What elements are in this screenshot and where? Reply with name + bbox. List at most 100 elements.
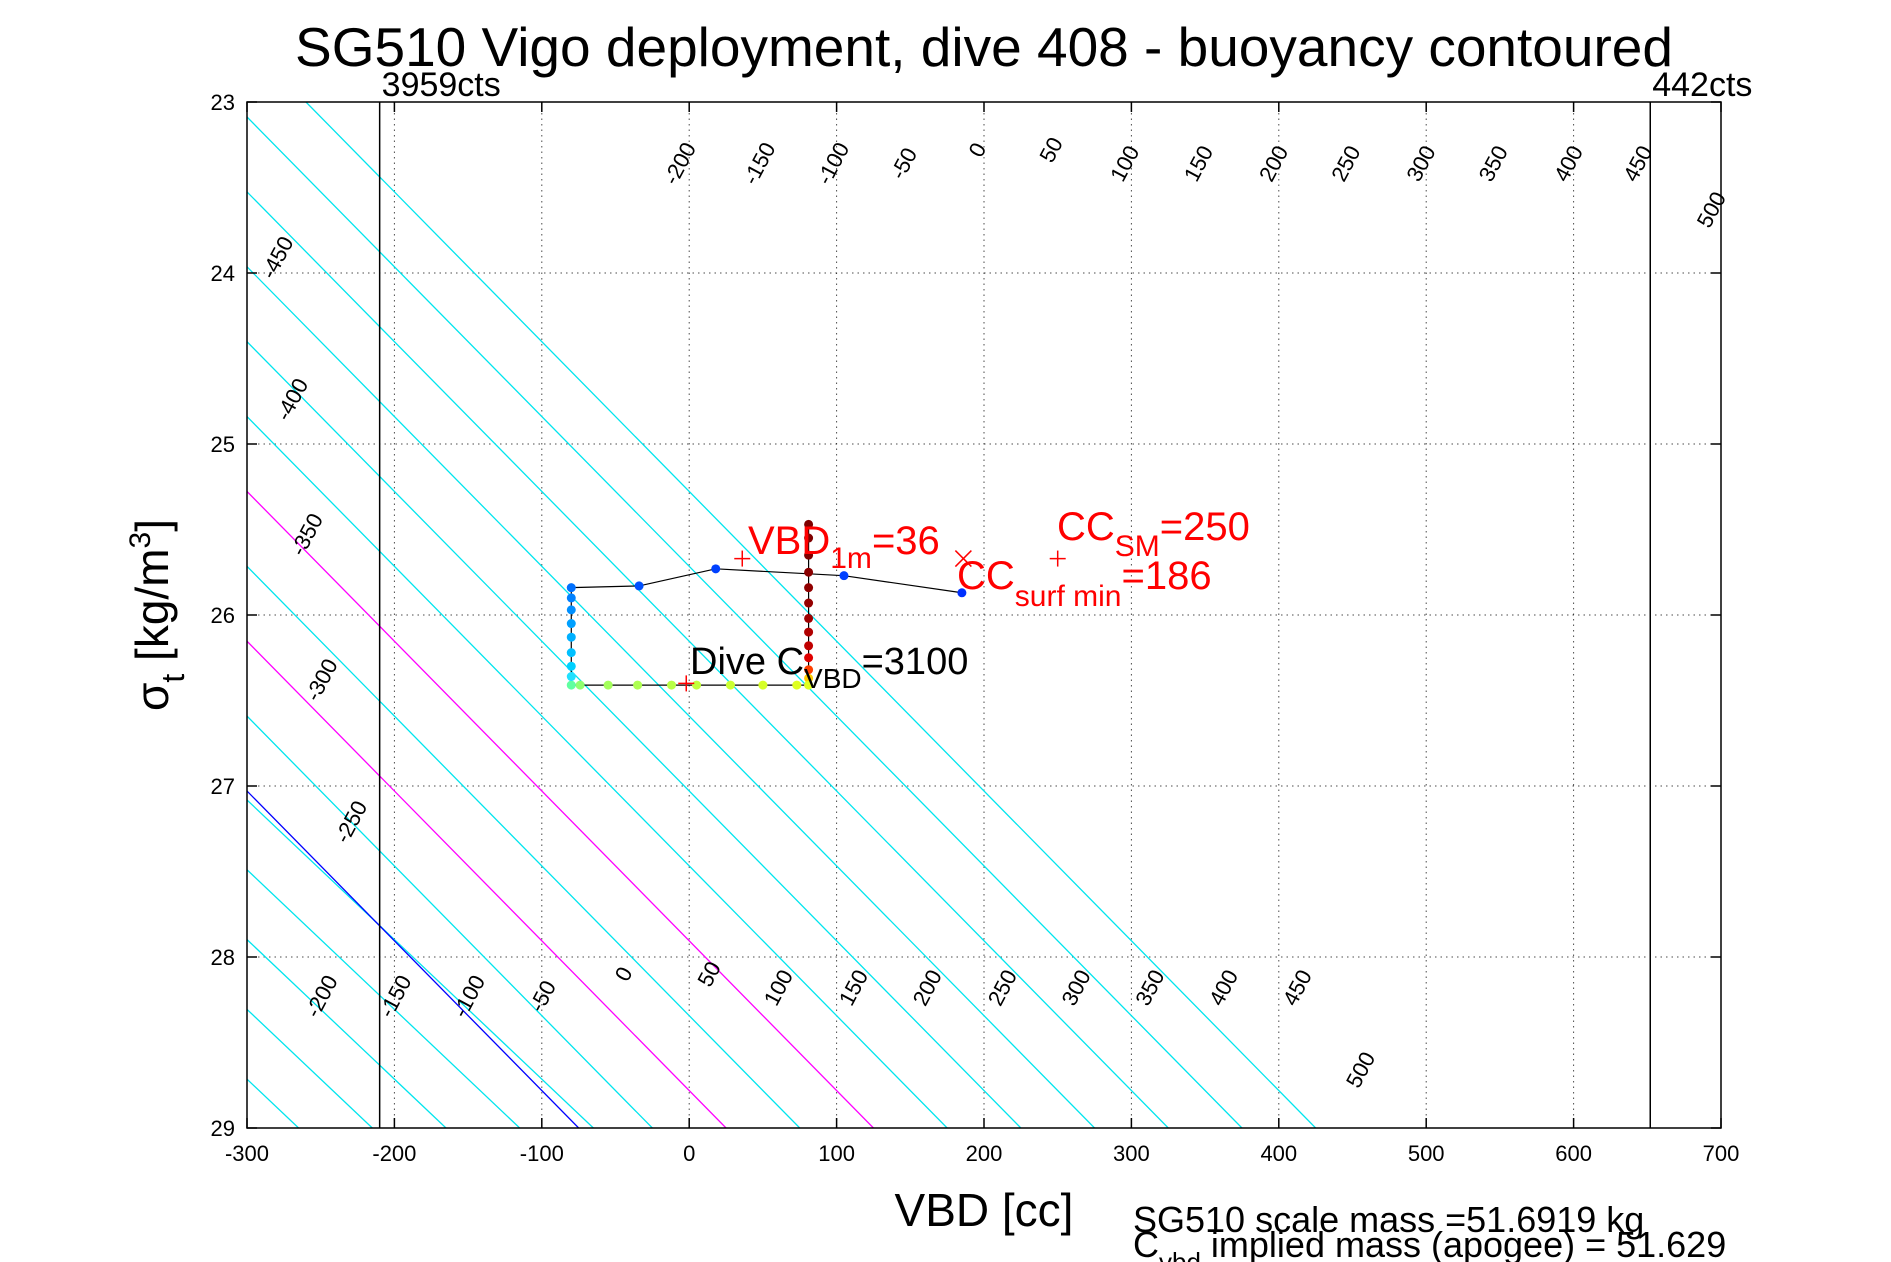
- buoyancy-contours: [0, 102, 1317, 1128]
- vbd-limit-label: 442cts: [1652, 66, 1752, 104]
- chart-title: SG510 Vigo deployment, dive 408 - buoyan…: [295, 16, 1673, 78]
- vbd-limit-lines: 3959cts 442cts: [378, 66, 1752, 1128]
- contour-label: 350: [1474, 141, 1513, 185]
- profile-point: [566, 583, 576, 593]
- contour-label: 300: [1401, 141, 1440, 185]
- contour-label: 250: [1326, 141, 1365, 185]
- x-tick-label: 0: [683, 1141, 695, 1166]
- y-tick-label: 28: [211, 945, 235, 970]
- y-tick-label: 25: [211, 432, 235, 457]
- profile-point: [804, 641, 814, 651]
- y-tick-label: 29: [211, 1116, 235, 1141]
- profile-point: [804, 627, 814, 637]
- annotation-vbd-1m: VBD1m=36: [748, 519, 940, 575]
- contour-line: [247, 1008, 373, 1128]
- marker-CC_surf_min: [954, 550, 972, 568]
- contour-line: [247, 938, 447, 1128]
- x-tick-label: -300: [225, 1141, 269, 1166]
- x-tick-label: 200: [966, 1141, 1003, 1166]
- contour-label: 0: [963, 139, 991, 162]
- marker-VBD_1m: [734, 550, 751, 567]
- contour-label: 100: [759, 966, 798, 1010]
- contour-label: 350: [1130, 966, 1169, 1010]
- contour-label: -450: [256, 232, 299, 283]
- contour-label: 0: [610, 963, 638, 986]
- profile-point: [603, 680, 613, 690]
- contour-label: -400: [271, 374, 314, 425]
- contour-label: 50: [1034, 133, 1068, 166]
- y-tick-label: 26: [211, 603, 235, 628]
- contour-label: 150: [1179, 141, 1218, 185]
- contour-line: [247, 490, 874, 1128]
- profile-point: [804, 598, 814, 608]
- profile-point: [634, 581, 644, 591]
- profile-point: [804, 533, 814, 543]
- x-tick-label: 400: [1260, 1141, 1297, 1166]
- contour-label: -100: [812, 138, 855, 189]
- contour-label: -100: [447, 971, 490, 1022]
- profile-point: [792, 680, 802, 690]
- contour-label: 450: [1278, 966, 1317, 1010]
- grid-lines: [247, 102, 1721, 1128]
- profile-point: [804, 583, 814, 593]
- contour-label: -250: [330, 796, 373, 847]
- implied-mass-note: Cvbd implied mass (apogee) = 51.629: [1133, 1224, 1726, 1262]
- contour-line: [247, 715, 653, 1128]
- contour-line: [247, 415, 948, 1128]
- contour-label: 100: [1105, 141, 1144, 185]
- contour-label: 50: [692, 957, 726, 990]
- marker-CC_SM: [1049, 550, 1066, 567]
- x-tick-label: 300: [1113, 1141, 1150, 1166]
- contour-line: [247, 799, 594, 1128]
- profile-point: [575, 680, 585, 690]
- contour-label: 400: [1204, 966, 1243, 1010]
- contour-label: -200: [658, 138, 701, 189]
- vbd-limit-label: 3959cts: [382, 66, 501, 104]
- profile-point: [566, 632, 576, 642]
- profile-point: [804, 567, 814, 577]
- profile-point: [692, 680, 702, 690]
- contour-label: -50: [524, 976, 561, 1016]
- profile-point: [804, 673, 814, 683]
- profile-point: [566, 605, 576, 615]
- contour-line: [0, 102, 4, 1128]
- profile-point: [804, 665, 814, 675]
- contour-line: [247, 790, 580, 1128]
- contour-label: 450: [1618, 141, 1657, 185]
- contour-line: [247, 340, 1022, 1128]
- profile-point: [633, 680, 643, 690]
- profile-point: [725, 680, 735, 690]
- profile-point: [957, 588, 967, 598]
- marker-C_VBD: [678, 675, 695, 692]
- contour-label: 250: [983, 966, 1022, 1010]
- y-tick-label: 24: [211, 261, 235, 286]
- x-tick-label: 500: [1408, 1141, 1445, 1166]
- profile-line: [570, 524, 962, 686]
- contour-label: 500: [1692, 188, 1731, 232]
- x-tick-label: -200: [372, 1141, 416, 1166]
- y-tick-label: 23: [211, 90, 235, 115]
- profile-point: [758, 680, 768, 690]
- x-axis-label: VBD [cc]: [895, 1184, 1074, 1236]
- contour-line: [0, 102, 77, 1128]
- reference-markers: [678, 550, 1066, 692]
- profile-point: [566, 619, 576, 629]
- x-tick-label: -100: [520, 1141, 564, 1166]
- profile-point: [566, 680, 576, 690]
- contour-line: [247, 640, 727, 1128]
- annotation-cc-sm: CCSM=250: [1057, 505, 1250, 563]
- profile-point: [804, 519, 814, 529]
- contour-label: 400: [1549, 141, 1588, 185]
- profile-point: [804, 550, 814, 560]
- contour-label: 500: [1341, 1048, 1380, 1092]
- profile-point: [566, 661, 576, 671]
- contour-label: -300: [300, 655, 343, 706]
- x-tick-label: 100: [818, 1141, 855, 1166]
- profile-point: [566, 593, 576, 603]
- contour-line: [0, 102, 225, 1128]
- x-tick-label: 700: [1703, 1141, 1740, 1166]
- annotation-dive-c-vbd: Dive CVBD=3100: [690, 641, 968, 694]
- y-axis-label: σt [kg/m3]: [124, 519, 191, 711]
- contour-label: -350: [285, 509, 328, 560]
- axis-ticks: -300 -200 -100 0 100 200 300 400 500 600 700232425…: [211, 90, 1740, 1166]
